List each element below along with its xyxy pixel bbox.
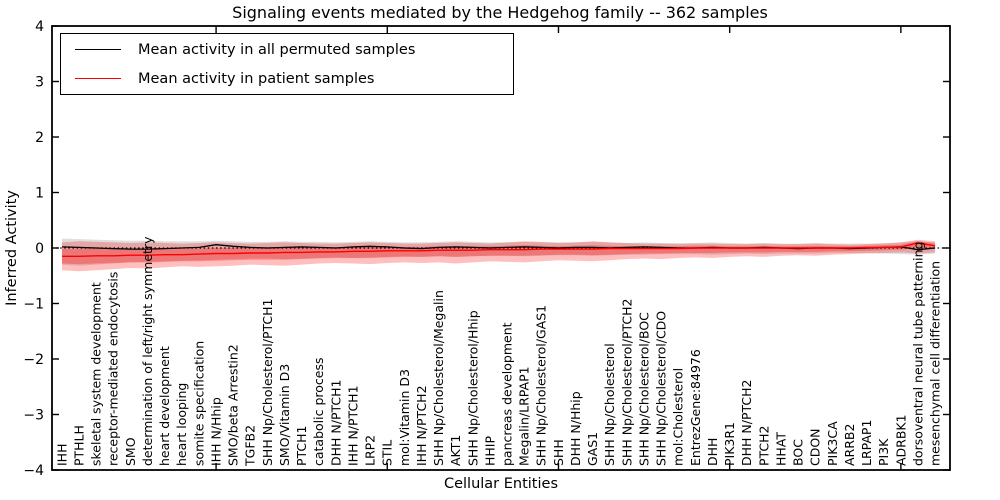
x-tick-label: dorsoventral neural tube patterning	[910, 242, 925, 467]
x-tick-label: PIK3R1	[722, 422, 737, 466]
x-tick-label: mol:Cholesterol	[671, 368, 686, 466]
x-tick-label: SHH Np/Cholesterol/PTCH2	[619, 299, 634, 467]
x-tick-label: DHH N/PTCH1	[328, 380, 343, 466]
legend: Mean activity in all permuted samples Me…	[60, 33, 514, 95]
x-tick-label: IHH N/PTCH1	[345, 385, 360, 466]
x-tick-label: GAS1	[585, 432, 600, 466]
x-tick-label: PTCH1	[294, 425, 309, 466]
x-tick-label: IHH N/Hhip	[208, 397, 223, 466]
x-tick-label: DHH	[705, 438, 720, 466]
x-tick-label: HHIP	[482, 436, 497, 466]
x-tick-label: SHH Np/Cholesterol/CDO	[654, 311, 669, 466]
x-tick-label: TGFB2	[243, 425, 258, 467]
x-tick-label: BOC	[791, 439, 806, 466]
x-tick-label: IHH	[54, 444, 69, 467]
y-tick-label: −3	[23, 407, 44, 423]
x-tick-label: PTHLH	[71, 425, 86, 466]
x-tick-label: SMO	[123, 437, 138, 466]
x-tick-label: DHH N/Hhip	[568, 391, 583, 466]
x-tick-label: skeletal system development	[89, 282, 104, 466]
x-tick-label: SHH Np/Cholesterol/BOC	[636, 312, 651, 466]
x-tick-label: heart looping	[174, 383, 189, 466]
x-tick-label: catabolic process	[311, 357, 326, 466]
chart-title: Signaling events mediated by the Hedgeho…	[232, 3, 768, 22]
x-tick-label: CDON	[808, 428, 823, 466]
legend-label-patient: Mean activity in patient samples	[138, 70, 375, 87]
x-tick-label: pancreas development	[499, 322, 514, 466]
x-tick-label: SHH Np/Cholesterol/PTCH1	[260, 299, 275, 467]
x-tick-label: heart development	[157, 346, 172, 466]
x-tick-label: determination of left/right symmetry	[140, 236, 155, 466]
y-tick-label: 1	[35, 185, 44, 201]
y-tick-label: −2	[23, 352, 44, 368]
x-tick-label: mesenchymal cell differentiation	[927, 261, 942, 466]
x-tick-label: HHAT	[773, 432, 788, 466]
x-tick-label: SHH Np/Cholesterol/GAS1	[534, 305, 549, 466]
x-tick-label: LRPAP1	[859, 420, 874, 466]
y-tick-label: 2	[35, 130, 44, 146]
x-tick-label: PIK3CA	[825, 421, 840, 466]
y-tick-label: −1	[23, 296, 44, 312]
x-tick-label: PTCH2	[756, 425, 771, 466]
x-axis-label: Cellular Entities	[443, 476, 559, 492]
patient-line-swatch	[75, 78, 121, 79]
y-tick-label: 0	[35, 241, 44, 257]
x-tick-label: somite specification	[191, 341, 206, 466]
patient-mean-line	[62, 242, 936, 257]
legend-label-permuted: Mean activity in all permuted samples	[138, 41, 416, 58]
x-tick-label: ARRB2	[842, 424, 857, 466]
x-tick-label: LRP2	[363, 435, 378, 466]
legend-entry-permuted: Mean activity in all permuted samples	[61, 36, 513, 63]
x-tick-label: PI3K	[876, 438, 891, 466]
x-tick-label: ADRBK1	[893, 414, 908, 466]
x-tick-label: SMO/Vitamin D3	[277, 364, 292, 466]
y-axis-label: Inferred Activity	[4, 190, 20, 306]
x-tick-label: SHH Np/Cholesterol/Megalin	[431, 290, 446, 466]
x-tick-label: SMO/beta Arrestin2	[226, 344, 241, 466]
x-tick-label: receptor-mediated endocytosis	[106, 272, 121, 466]
x-tick-label: IHH N/PTCH2	[414, 385, 429, 466]
permuted-range-band	[62, 238, 936, 266]
x-tick-label: DHH N/PTCH2	[739, 380, 754, 466]
x-tick-label: AKT1	[448, 435, 463, 466]
x-tick-label: mol:Vitamin D3	[397, 369, 412, 466]
x-tick-label: SHH Np/Cholesterol/Hhip	[465, 310, 480, 466]
x-tick-label: SHH	[551, 439, 566, 466]
y-tick-label: −4	[23, 463, 44, 479]
y-tick-label: 3	[35, 74, 44, 90]
y-tick-label: 4	[35, 19, 44, 35]
x-tick-label: EntrezGene:84976	[688, 349, 703, 466]
x-tick-label: SHH Np/Cholesterol	[602, 343, 617, 466]
x-tick-label: Megalin/LRPAP1	[517, 366, 532, 466]
x-tick-label: STIL	[380, 440, 395, 466]
permuted-line-swatch	[75, 49, 121, 50]
legend-entry-patient: Mean activity in patient samples	[61, 65, 513, 92]
